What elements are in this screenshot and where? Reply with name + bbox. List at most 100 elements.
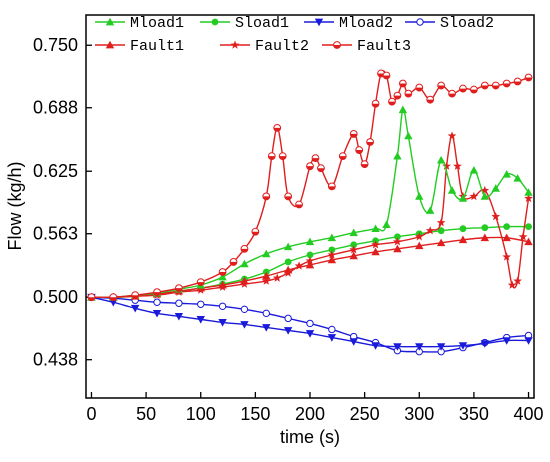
point-fault2 <box>414 232 424 241</box>
point-fault1 <box>436 238 446 247</box>
point-mload2 <box>480 340 490 348</box>
point-fault3 <box>448 89 456 98</box>
point-fault1 <box>502 233 511 242</box>
point-sload1 <box>525 223 532 231</box>
legend: Mload1 Sload1 Mload2 Sload2 Fault1 Fault2 Faul… <box>95 15 494 55</box>
point-mload2 <box>415 343 424 351</box>
point-fault3 <box>196 278 205 286</box>
point-fault3 <box>278 152 287 161</box>
point-fault2 <box>425 226 435 235</box>
point-mload1 <box>491 184 500 192</box>
point-mload2 <box>327 334 337 342</box>
point-mload2 <box>283 327 293 335</box>
x-axis-ticks: 0 50 100 150 200 250 300 350 400 <box>86 392 544 424</box>
point-fault3 <box>87 293 96 302</box>
point-fault3 <box>267 152 276 161</box>
point-fault3 <box>109 293 118 302</box>
point-sload2 <box>218 302 227 310</box>
legend-label: Mload1 <box>130 15 184 32</box>
point-fault2 <box>272 273 282 282</box>
point-fault3 <box>382 71 391 80</box>
point-sload2 <box>240 305 249 314</box>
point-fault2 <box>480 185 490 195</box>
point-mload1 <box>404 131 413 140</box>
point-fault3 <box>240 244 249 253</box>
point-fault2 <box>371 240 380 249</box>
point-fault2 <box>349 245 359 254</box>
point-mload1 <box>218 272 227 281</box>
point-fault1 <box>480 233 490 242</box>
legend-marker <box>230 40 240 49</box>
x-tick-label: 250 <box>350 404 380 424</box>
y-tick-label: 0.500 <box>33 287 78 307</box>
point-mload2 <box>152 309 162 318</box>
point-mload2 <box>240 321 249 329</box>
point-fault3 <box>491 81 500 90</box>
point-sload1 <box>481 224 489 232</box>
series-fault2 <box>87 131 533 301</box>
point-sload1 <box>394 233 401 241</box>
point-fault2 <box>518 232 528 241</box>
point-fault1 <box>371 247 380 256</box>
point-fault3 <box>262 192 271 201</box>
point-fault3 <box>251 227 260 236</box>
point-mload1 <box>283 242 293 251</box>
point-fault3 <box>415 83 424 92</box>
point-sload2 <box>175 299 183 307</box>
legend-item-fault2: Fault2 <box>220 38 309 55</box>
point-fault3 <box>317 164 325 173</box>
point-sload2 <box>197 300 205 308</box>
point-fault2 <box>196 285 206 294</box>
point-mload1 <box>469 166 479 174</box>
legend-label: Mload2 <box>339 15 393 32</box>
point-fault3 <box>355 146 364 154</box>
point-mload2 <box>174 313 184 321</box>
y-tick-label: 0.750 <box>33 35 78 55</box>
point-mload1 <box>415 192 424 200</box>
point-fault1 <box>349 251 358 260</box>
point-fault3 <box>229 258 238 266</box>
legend-marker <box>211 18 219 26</box>
point-fault2 <box>442 161 451 170</box>
plot-frame <box>85 14 535 399</box>
x-tick-label: 100 <box>186 404 216 424</box>
x-tick-label: 0 <box>86 404 96 424</box>
legend-label: Fault1 <box>130 38 184 55</box>
point-fault3 <box>459 84 467 93</box>
point-sload1 <box>459 225 467 233</box>
point-mload1 <box>425 206 435 214</box>
point-mload2 <box>349 338 358 346</box>
point-fault1 <box>327 255 337 264</box>
point-sload1 <box>306 251 314 259</box>
point-mload2 <box>305 330 315 338</box>
legend-marker <box>314 18 324 27</box>
legend-label: Fault2 <box>255 38 309 55</box>
point-mload2 <box>502 337 511 345</box>
point-fault2 <box>491 211 501 221</box>
y-tick-label: 0.438 <box>33 350 78 370</box>
point-fault2 <box>218 282 227 291</box>
point-mload1 <box>524 188 533 196</box>
point-fault3 <box>366 138 374 146</box>
point-mload2 <box>458 342 468 350</box>
y-axis-ticks: 0.438 0.500 0.563 0.625 0.688 0.750 <box>33 35 92 370</box>
series-layer <box>87 69 533 356</box>
point-fault1 <box>458 235 468 244</box>
point-fault1 <box>393 244 402 253</box>
point-mload2 <box>130 304 140 313</box>
point-fault3 <box>426 95 435 104</box>
point-sload1 <box>328 246 336 254</box>
point-mload1 <box>305 237 315 246</box>
point-fault3 <box>327 182 336 191</box>
point-fault3 <box>349 130 358 138</box>
point-sload2 <box>328 325 336 334</box>
point-fault1 <box>524 237 533 246</box>
point-fault2 <box>294 261 304 270</box>
point-fault3 <box>174 284 183 293</box>
point-fault3 <box>338 152 347 161</box>
point-fault3 <box>273 123 282 132</box>
point-fault3 <box>218 268 227 276</box>
point-mload2 <box>393 343 402 351</box>
point-mload2 <box>218 319 227 327</box>
point-fault3 <box>360 160 369 169</box>
